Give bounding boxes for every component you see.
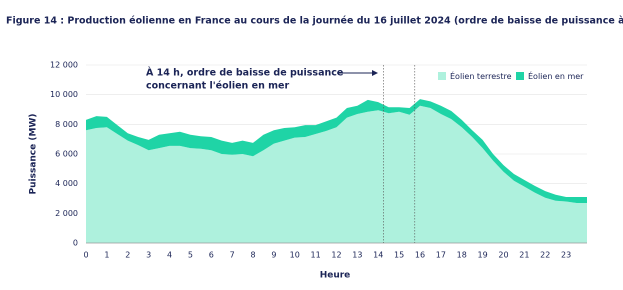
legend-label: Éolien terrestre xyxy=(450,70,512,81)
x-tick-label: 8 xyxy=(250,251,255,260)
y-axis-label: Puissance (MW) xyxy=(29,114,39,195)
y-tick-label: 6 000 xyxy=(55,150,78,159)
area xyxy=(86,99,587,203)
x-axis-label: Heure xyxy=(320,271,351,281)
x-tick-label: 7 xyxy=(230,251,235,260)
x-tick-label: 3 xyxy=(146,251,151,260)
legend-label: Éolien en mer xyxy=(528,70,584,81)
y-tick-label: 12 000 xyxy=(50,61,78,70)
x-tick-label: 4 xyxy=(167,251,172,260)
x-tick-label: 22 xyxy=(540,251,550,260)
x-tick-label: 12 xyxy=(331,251,341,260)
x-tick-label: 1 xyxy=(104,251,109,260)
x-tick-label: 19 xyxy=(478,251,488,260)
y-tick-label: 0 xyxy=(73,239,78,248)
y-tick-label: 8 000 xyxy=(55,120,78,129)
x-tick-label: 21 xyxy=(519,251,529,260)
legend-swatch xyxy=(438,72,446,80)
x-tick-label: 5 xyxy=(188,251,193,260)
arrow-head xyxy=(372,70,378,76)
x-tick-label: 10 xyxy=(290,251,300,260)
x-tick-label: 16 xyxy=(415,251,425,260)
x-tick-label: 18 xyxy=(457,251,467,260)
x-tick-label: 6 xyxy=(209,251,214,260)
x-tick-label: 9 xyxy=(271,251,276,260)
annotation: concernant l'éolien en mer xyxy=(146,81,289,92)
x-tick-label: 15 xyxy=(394,251,404,260)
x-tick-label: 14 xyxy=(373,251,383,260)
x-tick-label: 2 xyxy=(125,251,130,260)
annotation: À 14 h, ordre de baisse de puissance xyxy=(146,67,343,79)
y-tick-label: 2 000 xyxy=(55,209,78,218)
y-tick-label: 4 000 xyxy=(55,179,78,188)
x-tick-label: 13 xyxy=(352,251,362,260)
x-tick-label: 0 xyxy=(83,251,88,260)
legend-swatch xyxy=(516,72,524,80)
x-tick-label: 23 xyxy=(561,251,571,260)
area xyxy=(86,105,587,244)
x-tick-label: 11 xyxy=(311,251,321,260)
y-tick-label: 10 000 xyxy=(50,90,78,99)
x-tick-label: 20 xyxy=(498,251,508,260)
x-tick-label: 17 xyxy=(436,251,446,260)
chart-title: Figure 14 : Production éolienne en Franc… xyxy=(6,16,623,27)
